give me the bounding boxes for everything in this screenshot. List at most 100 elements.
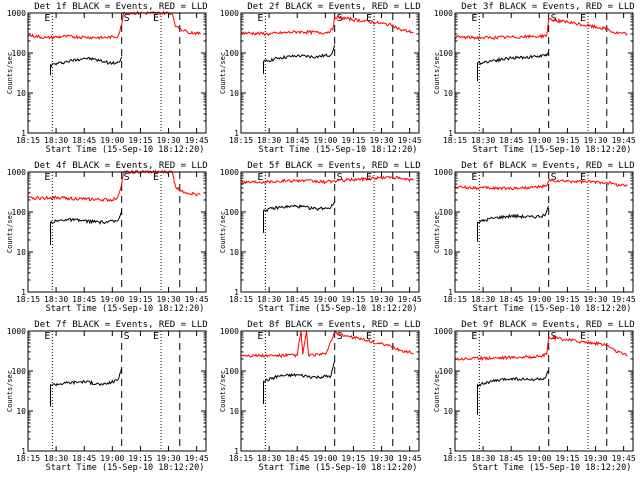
x-axis-label: Start Time (15-Sep-10 18:12:20): [259, 145, 418, 155]
x-tick-label: 18:15: [229, 454, 253, 463]
end-marker-label: E: [580, 13, 586, 24]
x-tick-label: 19:00: [527, 295, 551, 304]
x-tick-label: 19:30: [156, 454, 180, 463]
end-marker-label: E: [580, 172, 586, 183]
end-marker-label: E: [580, 331, 586, 342]
x-tick-label: 18:15: [16, 136, 40, 145]
y-tick-label: 1000: [220, 327, 239, 336]
x-tick-label: 18:30: [257, 136, 281, 145]
events-series-line: [477, 205, 550, 242]
x-tick-label: 19:00: [313, 136, 337, 145]
events-series-line: [477, 52, 549, 81]
panel-det-5: Det 5f BLACK = Events, RED = LLD Counts/s…: [219, 161, 422, 314]
start-marker-label: S: [551, 172, 557, 183]
x-tick-label: 19:00: [527, 136, 551, 145]
y-tick-label: 1: [234, 129, 239, 138]
x-tick-label: 19:00: [100, 454, 124, 463]
x-tick-label: 19:15: [128, 454, 152, 463]
panel-title: Det 8f BLACK = Events, RED = LLD: [247, 320, 420, 330]
y-tick-label: 10: [443, 248, 453, 257]
y-tick-label: 1000: [434, 9, 453, 18]
y-tick-label: 1: [448, 447, 453, 456]
y-axis-label: Counts/sec: [433, 370, 441, 412]
panel-title: Det 5f BLACK = Events, RED = LLD: [247, 161, 420, 171]
x-axis-label: Start Time (15-Sep-10 18:12:20): [473, 463, 632, 473]
x-tick-label: 18:15: [443, 454, 467, 463]
panel-title: Det 4f BLACK = Events, RED = LLD: [34, 161, 207, 171]
start-marker-label: S: [124, 172, 130, 183]
x-tick-label: 19:30: [369, 136, 393, 145]
y-tick-label: 10: [16, 89, 26, 98]
x-tick-label: 19:00: [527, 454, 551, 463]
x-tick-label: 19:45: [612, 136, 636, 145]
x-tick-label: 19:15: [555, 136, 579, 145]
plot-frame: [27, 12, 207, 134]
y-tick-label: 1000: [7, 9, 26, 18]
lld-series-line: [454, 17, 628, 41]
end-marker-label: E: [44, 13, 50, 24]
x-tick-label: 19:15: [341, 454, 365, 463]
x-tick-label: 19:30: [156, 295, 180, 304]
y-axis-label: Counts/sec: [6, 211, 14, 253]
x-tick-label: 19:15: [555, 295, 579, 304]
x-tick-label: 18:30: [471, 454, 495, 463]
x-tick-label: 19:45: [185, 295, 209, 304]
lld-series-line: [240, 15, 414, 36]
x-axis-label: Start Time (15-Sep-10 18:12:20): [259, 304, 418, 314]
y-tick-label: 100: [12, 208, 27, 217]
x-tick-label: 18:30: [44, 136, 68, 145]
x-tick-label: 19:30: [583, 136, 607, 145]
x-tick-label: 19:15: [555, 454, 579, 463]
end-marker-label: E: [44, 331, 50, 342]
x-tick-label: 19:45: [398, 454, 422, 463]
plot-frame: [454, 12, 634, 134]
x-tick-label: 18:30: [257, 454, 281, 463]
start-marker-label: S: [124, 13, 130, 24]
x-axis-label: Start Time (15-Sep-10 18:12:20): [259, 463, 418, 473]
events-series-line: [263, 360, 336, 404]
panel-title: Det 9f BLACK = Events, RED = LLD: [461, 320, 634, 330]
x-tick-label: 18:15: [229, 295, 253, 304]
events-series-line: [50, 56, 123, 76]
x-tick-label: 19:15: [341, 295, 365, 304]
y-tick-label: 100: [12, 367, 27, 376]
panel-det-4: Det 4f BLACK = Events, RED = LLD Counts/s…: [6, 161, 209, 314]
x-tick-label: 18:45: [285, 295, 309, 304]
y-tick-label: 100: [439, 367, 454, 376]
lld-series-line: [454, 335, 628, 362]
x-tick-label: 19:45: [398, 136, 422, 145]
x-tick-label: 19:30: [369, 454, 393, 463]
panel-title: Det 1f BLACK = Events, RED = LLD: [34, 2, 207, 12]
y-tick-label: 100: [225, 49, 240, 58]
panel-det-9: Det 9f BLACK = Events, RED = LLD Counts/s…: [433, 320, 636, 473]
x-tick-label: 19:00: [313, 454, 337, 463]
y-axis-label: Counts/sec: [433, 52, 441, 94]
y-tick-label: 1: [21, 447, 26, 456]
x-tick-label: 18:15: [229, 136, 253, 145]
y-tick-label: 1000: [434, 168, 453, 177]
x-tick-label: 18:15: [16, 454, 40, 463]
x-axis-label: Start Time (15-Sep-10 18:12:20): [46, 463, 205, 473]
x-tick-label: 19:45: [612, 454, 636, 463]
plot-frame: [454, 330, 634, 452]
y-tick-label: 10: [443, 89, 453, 98]
y-axis-label: Counts/sec: [219, 211, 227, 253]
x-tick-label: 19:45: [612, 295, 636, 304]
events-series-line: [263, 201, 336, 233]
plot-frame: [240, 12, 420, 134]
y-tick-label: 1000: [220, 168, 239, 177]
y-tick-label: 10: [16, 248, 26, 257]
end-marker-label: E: [471, 13, 477, 24]
start-marker-label: S: [337, 331, 343, 342]
y-tick-label: 1000: [7, 168, 26, 177]
y-tick-label: 1: [234, 288, 239, 297]
x-tick-label: 19:30: [369, 295, 393, 304]
panel-det-2: Det 2f BLACK = Events, RED = LLD Counts/s…: [219, 2, 422, 155]
x-tick-label: 18:45: [72, 136, 96, 145]
x-tick-label: 19:00: [100, 136, 124, 145]
x-tick-label: 18:45: [72, 454, 96, 463]
x-axis-label: Start Time (15-Sep-10 18:12:20): [473, 145, 632, 155]
end-marker-label: E: [153, 172, 159, 183]
end-marker-label: E: [366, 172, 372, 183]
y-tick-label: 100: [439, 49, 454, 58]
